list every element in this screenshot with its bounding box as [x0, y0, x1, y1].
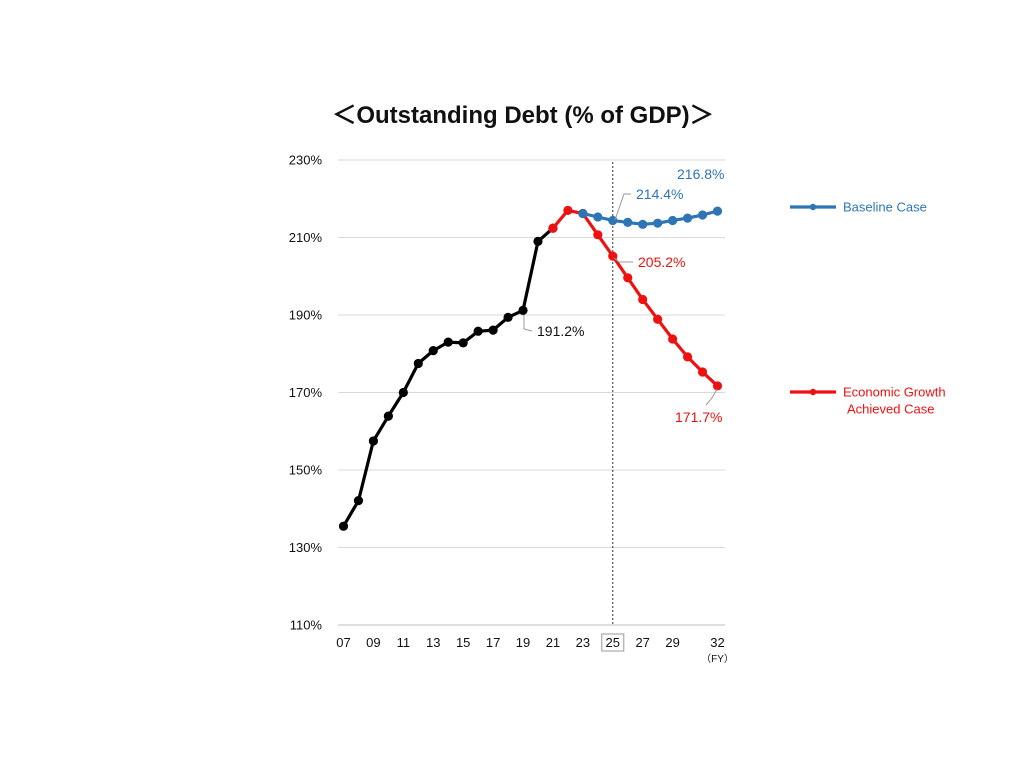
highlight-box — [601, 633, 625, 652]
x-tick-label: 23 — [576, 635, 590, 650]
y-tick-label: 150% — [289, 463, 323, 478]
leader-line — [705, 388, 718, 406]
data-label: 191.2% — [537, 323, 584, 339]
data-label: 205.2% — [638, 254, 685, 270]
x-tick-label: 32 — [710, 635, 724, 650]
data-point — [338, 521, 349, 531]
x-tick-label: 21 — [546, 635, 560, 650]
data-point — [653, 314, 663, 324]
data-point — [443, 337, 453, 347]
legend-label: Economic Growth Achieved Case — [843, 385, 946, 417]
y-tick-label: 210% — [289, 230, 323, 245]
x-tick-label: 17 — [486, 635, 500, 650]
x-tick-label: 29 — [665, 635, 679, 650]
axes: 110% 130% 150% 170% 190% 210% 230% 07 09 11 13 15 17… — [289, 153, 734, 666]
data-point — [458, 338, 468, 348]
data-point — [668, 215, 678, 226]
data-point — [473, 326, 483, 336]
chart-title: ＜Outstanding Debt (% of GDP)＞ — [332, 102, 713, 129]
data-point — [593, 230, 603, 240]
data-point — [518, 305, 528, 315]
data-point — [428, 346, 438, 356]
data-point — [383, 411, 393, 421]
legend-marker — [809, 388, 817, 396]
grid-lines — [338, 159, 725, 626]
series-line-baseline — [581, 209, 720, 226]
series-lines — [338, 205, 723, 531]
x-tick-label: 25 — [606, 635, 620, 650]
data-point — [413, 358, 423, 369]
x-tick-label: 11 — [397, 635, 411, 650]
x-tick-label: 15 — [456, 635, 470, 650]
y-tick-label: 190% — [289, 308, 323, 323]
legend-marker — [809, 203, 817, 211]
data-point — [653, 218, 663, 228]
y-tick-label: 230% — [289, 153, 323, 168]
y-tick-label: 170% — [289, 385, 323, 400]
legend-label: Baseline Case — [843, 200, 927, 215]
data-point — [608, 215, 618, 226]
x-unit-label: （FY） — [701, 653, 734, 665]
legend: Economic Growth Achieved Case Baseline Cas… — [790, 200, 946, 417]
data-point — [533, 236, 543, 246]
x-tick-label: 07 — [336, 635, 350, 650]
data-point — [712, 381, 723, 391]
data-point — [697, 367, 708, 377]
data-point — [623, 273, 633, 283]
data-point — [668, 334, 678, 344]
data-point — [563, 205, 573, 215]
data-point — [368, 436, 379, 446]
y-tick-label: 130% — [289, 540, 323, 555]
data-point — [623, 217, 633, 227]
data-point — [488, 325, 498, 335]
data-label: 214.4% — [636, 186, 683, 202]
data-point — [548, 223, 558, 233]
x-tick-label: 09 — [366, 635, 380, 650]
x-tick-label: 13 — [426, 635, 440, 650]
y-tick-label: 110% — [290, 618, 323, 633]
data-point — [638, 294, 648, 305]
series-line-economic_growth — [551, 208, 720, 388]
x-tick-label: 19 — [516, 635, 530, 650]
data-label: 171.7% — [675, 409, 722, 425]
data-point — [712, 206, 723, 216]
data-point — [697, 210, 708, 220]
data-point — [503, 312, 513, 322]
x-tick-label: 27 — [635, 635, 649, 650]
data-point — [682, 213, 693, 223]
data-point — [638, 219, 648, 229]
data-point — [593, 212, 603, 222]
data-label: 216.8% — [677, 166, 724, 182]
leader-line — [614, 193, 631, 221]
data-point — [398, 387, 408, 398]
data-point — [578, 208, 588, 219]
annotations: 191.2% 214.4% 216.8% 205.2% 171.7% — [523, 166, 724, 425]
data-point — [682, 352, 693, 362]
data-point — [353, 496, 364, 506]
leader-line — [523, 315, 533, 332]
leader-line — [613, 257, 633, 263]
series-line-historical — [341, 226, 555, 528]
